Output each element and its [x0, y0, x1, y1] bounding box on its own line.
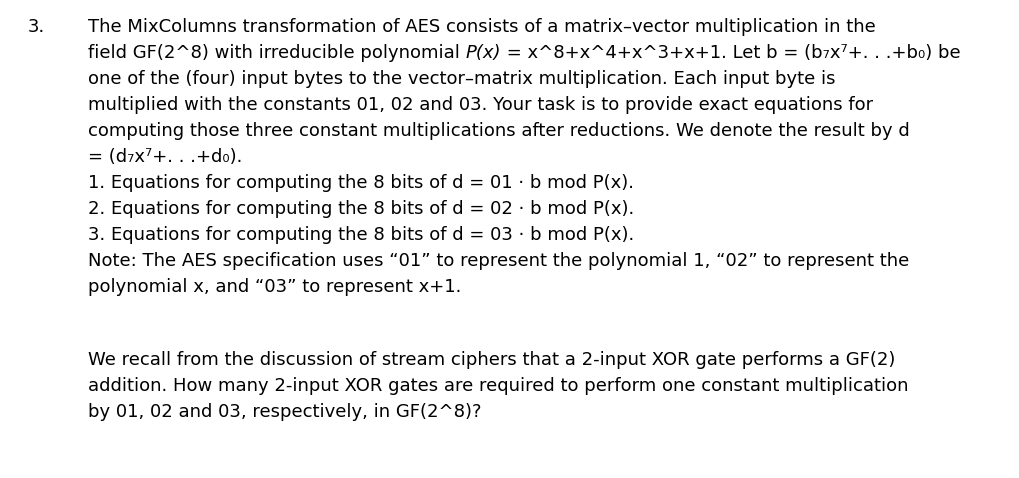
Text: field GF(2^8) with irreducible polynomial: field GF(2^8) with irreducible polynomia… [88, 44, 466, 62]
Text: addition. How many 2-input XOR gates are required to perform one constant multip: addition. How many 2-input XOR gates are… [88, 377, 909, 395]
Text: 1. Equations for computing the 8 bits of d = 01 · b mod P(x).: 1. Equations for computing the 8 bits of… [88, 174, 634, 192]
Text: Note: The AES specification uses “01” to represent the polynomial 1, “02” to rep: Note: The AES specification uses “01” to… [88, 252, 909, 270]
Text: polynomial x, and “03” to represent x+1.: polynomial x, and “03” to represent x+1. [88, 278, 462, 296]
Text: We recall from the discussion of stream ciphers that a 2-input XOR gate performs: We recall from the discussion of stream … [88, 351, 896, 369]
Text: = (d₇x⁷+. . .+d₀).: = (d₇x⁷+. . .+d₀). [88, 148, 243, 166]
Text: 2. Equations for computing the 8 bits of d = 02 · b mod P(x).: 2. Equations for computing the 8 bits of… [88, 200, 634, 218]
Text: 3.: 3. [28, 18, 45, 36]
Text: computing those three constant multiplications after reductions. We denote the r: computing those three constant multiplic… [88, 122, 910, 140]
Text: = x^8+x^4+x^3+x+1. Let b = (b₇x⁷+. . .+b₀) be: = x^8+x^4+x^3+x+1. Let b = (b₇x⁷+. . .+b… [501, 44, 961, 62]
Text: The MixColumns transformation of AES consists of a matrix–vector multiplication : The MixColumns transformation of AES con… [88, 18, 875, 36]
Text: multiplied with the constants 01, 02 and 03. Your task is to provide exact equat: multiplied with the constants 01, 02 and… [88, 96, 873, 114]
Text: 3. Equations for computing the 8 bits of d = 03 · b mod P(x).: 3. Equations for computing the 8 bits of… [88, 226, 634, 244]
Text: P(x): P(x) [466, 44, 501, 62]
Text: by 01, 02 and 03, respectively, in GF(2^8)?: by 01, 02 and 03, respectively, in GF(2^… [88, 403, 482, 421]
Text: one of the (four) input bytes to the vector–matrix multiplication. Each input by: one of the (four) input bytes to the vec… [88, 70, 836, 88]
